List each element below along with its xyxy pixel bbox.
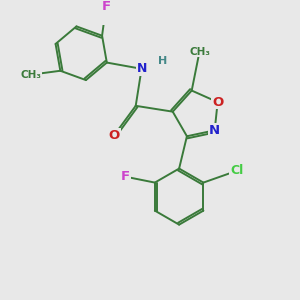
Text: O: O (109, 128, 120, 142)
Text: N: N (136, 62, 147, 75)
Text: O: O (212, 96, 223, 109)
Text: H: H (158, 56, 168, 66)
Text: CH₃: CH₃ (189, 46, 210, 57)
Text: F: F (101, 0, 110, 13)
Text: N: N (209, 124, 220, 137)
Text: CH₃: CH₃ (21, 70, 42, 80)
Text: F: F (121, 170, 130, 183)
Text: Cl: Cl (230, 164, 243, 177)
